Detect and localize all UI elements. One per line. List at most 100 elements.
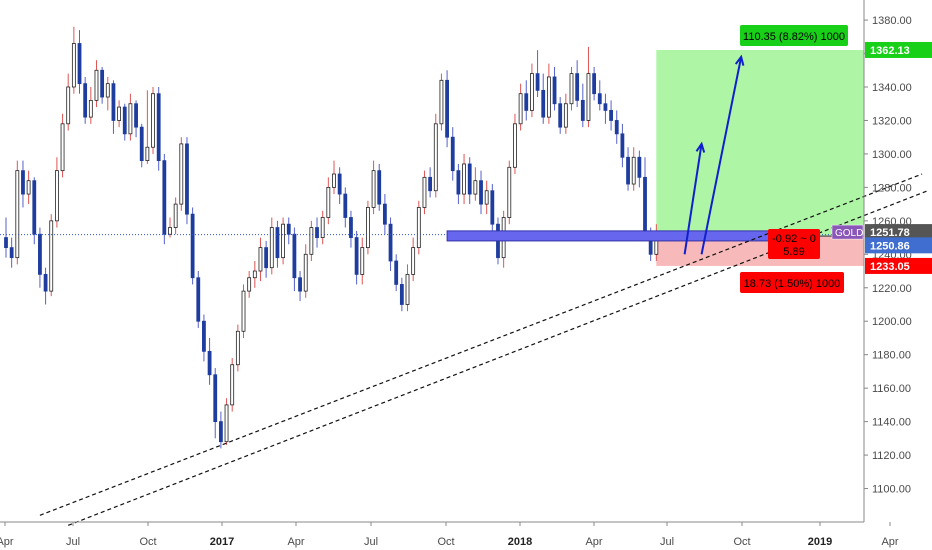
candle-body xyxy=(185,143,189,215)
candle-body xyxy=(281,223,285,259)
y-tick-label: 1300.00 xyxy=(872,149,912,161)
y-tick-label: 1280.00 xyxy=(872,182,912,194)
candle-body xyxy=(467,163,472,195)
current-price-label: 1251.78 xyxy=(870,227,910,239)
candle-body xyxy=(377,170,382,205)
candle-body xyxy=(490,190,495,225)
candle-body xyxy=(620,133,625,158)
candle-body xyxy=(603,103,608,111)
candle-body xyxy=(552,76,557,105)
candle-body xyxy=(315,227,319,238)
candle-body xyxy=(575,73,580,101)
candle-body xyxy=(4,237,8,249)
candle-body xyxy=(54,170,59,222)
candle-body xyxy=(411,247,416,275)
candle-body xyxy=(264,247,269,269)
candle-body xyxy=(546,76,551,118)
y-tick-label: 1220.00 xyxy=(872,283,912,295)
candle-body xyxy=(230,364,235,406)
candle-body xyxy=(168,227,172,235)
trendline xyxy=(39,173,923,516)
candle-body xyxy=(320,217,325,238)
symbol-tag: GOLD xyxy=(835,228,863,239)
target-info: 110.35 (8.82%) 1000 xyxy=(743,31,845,43)
position-zones xyxy=(656,49,864,266)
candle-body xyxy=(179,143,184,205)
x-tick-label: Apr xyxy=(0,536,14,548)
stop-price-label-bg xyxy=(865,257,932,274)
x-tick-label: Jul xyxy=(364,536,378,548)
candle-body xyxy=(456,170,461,195)
time-axis[interactable]: Apr Jul Oct 2017 Apr Jul Oct 2018 Apr Jul Oct 2019 A… xyxy=(0,522,899,548)
candle-body xyxy=(366,207,370,249)
candle-body xyxy=(388,223,393,262)
target-info-bg xyxy=(740,25,848,46)
candle-body xyxy=(343,193,348,218)
candle-body xyxy=(224,404,229,443)
candle-body xyxy=(21,170,25,195)
candle-body xyxy=(83,83,88,118)
candle-body xyxy=(213,374,218,423)
candle-body xyxy=(371,170,376,208)
candle-body xyxy=(450,136,455,172)
candle-body xyxy=(94,69,99,101)
candle-body xyxy=(535,73,540,91)
candle-body xyxy=(592,73,597,95)
candle-body xyxy=(541,89,546,118)
projection-arrow xyxy=(700,56,743,255)
candle-body xyxy=(399,284,404,305)
price-axis[interactable]: 1380.001360.001340.001320.001300.001280.… xyxy=(864,15,912,496)
candle-body xyxy=(241,290,246,332)
y-tick-label: 1160.00 xyxy=(872,383,911,395)
stop-price-label: 1233.05 xyxy=(870,261,910,273)
y-tick-label: 1340.00 xyxy=(872,82,912,94)
y-tick-label: 1320.00 xyxy=(872,115,912,127)
candle-body xyxy=(462,163,466,195)
candle-body xyxy=(298,277,302,292)
candle-body xyxy=(614,120,619,135)
candle-body xyxy=(309,227,314,255)
entry-price-label-bg xyxy=(865,237,932,254)
candle-body xyxy=(337,173,342,195)
candle-body xyxy=(269,227,274,269)
x-tick-label: Apr xyxy=(585,536,602,548)
candle-body xyxy=(100,69,105,98)
pnl-info-bg xyxy=(768,229,820,259)
stop-info: 18.73 (1.50%) 1000 xyxy=(744,278,841,290)
candle-body xyxy=(631,156,636,185)
candle-body xyxy=(597,93,602,105)
candle-body xyxy=(332,173,336,188)
candle-body xyxy=(292,233,297,279)
candle-body xyxy=(439,79,444,125)
x-tick-label: 2019 xyxy=(808,536,832,548)
symbol-tag-bg xyxy=(831,224,864,240)
x-tick-label: Jul xyxy=(660,536,674,548)
candle-body xyxy=(563,103,568,128)
candle-body xyxy=(151,93,155,148)
drawing-overlays xyxy=(0,54,928,526)
candle-body xyxy=(49,220,54,292)
candle-body xyxy=(349,217,353,238)
candle-body xyxy=(643,176,647,235)
candle-body xyxy=(71,43,76,88)
candle-body xyxy=(156,93,161,162)
y-tick-label: 1120.00 xyxy=(872,450,911,462)
candle-body xyxy=(580,99,585,121)
support-zone-box xyxy=(446,230,787,242)
x-tick-label: Oct xyxy=(139,536,156,548)
candle-body xyxy=(405,273,410,305)
pnl-info-line2: 5.89 xyxy=(783,246,804,258)
candle-body xyxy=(88,99,93,118)
candle-body xyxy=(530,73,534,111)
candle-body xyxy=(609,110,613,121)
candle-body xyxy=(122,106,127,135)
target-price-label: 1362.13 xyxy=(870,45,910,57)
position-text-boxes: 110.35 (8.82%) 1000 18.73 (1.50%) 1000 -0.… xyxy=(740,25,848,293)
candle-body xyxy=(416,207,421,249)
candle-body xyxy=(190,213,195,279)
x-tick-label: Oct xyxy=(733,536,750,548)
candle-body xyxy=(77,43,82,85)
x-tick-label: Apr xyxy=(881,536,898,548)
